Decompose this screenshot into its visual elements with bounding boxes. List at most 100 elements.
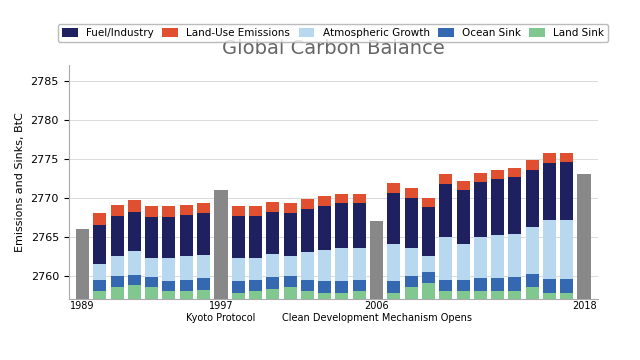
Bar: [404, 276, 418, 287]
Bar: [266, 254, 279, 277]
Bar: [318, 196, 331, 206]
Bar: [543, 163, 556, 220]
Bar: [145, 206, 158, 217]
Bar: [456, 244, 470, 280]
Bar: [93, 213, 106, 225]
Text: 1989: 1989: [70, 301, 95, 311]
Bar: [284, 203, 296, 213]
Bar: [284, 276, 296, 287]
Bar: [145, 287, 158, 299]
Bar: [232, 293, 244, 299]
Legend: Fuel/Industry, Land-Use Emissions, Atmospheric Growth, Ocean Sink, Land Sink: Fuel/Industry, Land-Use Emissions, Atmos…: [58, 24, 609, 42]
Bar: [508, 177, 522, 234]
Bar: [404, 188, 418, 198]
Bar: [508, 291, 522, 299]
Text: 1997
Kyoto Protocol: 1997 Kyoto Protocol: [186, 301, 255, 323]
Bar: [145, 258, 158, 277]
Bar: [561, 279, 573, 293]
Text: 2006
Clean Development Mechanism Opens: 2006 Clean Development Mechanism Opens: [282, 301, 472, 323]
Bar: [525, 274, 539, 287]
Bar: [439, 280, 452, 291]
Bar: [456, 190, 470, 244]
Bar: [163, 206, 175, 217]
Bar: [301, 210, 314, 252]
Bar: [404, 287, 418, 299]
Bar: [335, 293, 348, 299]
Bar: [543, 279, 556, 293]
Bar: [214, 190, 228, 299]
Bar: [439, 184, 452, 237]
Bar: [301, 291, 314, 299]
Bar: [284, 287, 296, 299]
Bar: [163, 281, 175, 291]
Bar: [180, 256, 193, 280]
Bar: [525, 287, 539, 299]
Bar: [456, 181, 470, 190]
Bar: [301, 280, 314, 291]
Bar: [197, 290, 210, 299]
Bar: [128, 252, 141, 275]
Bar: [422, 198, 435, 207]
Bar: [387, 183, 401, 193]
Bar: [111, 287, 124, 299]
Bar: [491, 278, 504, 291]
Bar: [474, 278, 487, 291]
Bar: [128, 285, 141, 299]
Bar: [387, 281, 401, 293]
Bar: [422, 272, 435, 283]
Bar: [76, 229, 90, 299]
Bar: [93, 291, 106, 299]
Bar: [543, 220, 556, 279]
Bar: [353, 194, 365, 203]
Bar: [543, 153, 556, 163]
Bar: [456, 280, 470, 291]
Bar: [232, 258, 244, 281]
Bar: [249, 291, 262, 299]
Bar: [353, 291, 365, 299]
Text: 2018: 2018: [572, 301, 596, 311]
Bar: [491, 235, 504, 278]
Bar: [335, 194, 348, 203]
Bar: [525, 160, 539, 170]
Bar: [318, 250, 331, 281]
Bar: [249, 206, 262, 216]
Bar: [128, 212, 141, 252]
Bar: [577, 174, 591, 299]
Bar: [180, 215, 193, 256]
Bar: [232, 206, 244, 216]
Bar: [561, 220, 573, 279]
Bar: [128, 275, 141, 285]
Bar: [404, 248, 418, 276]
Bar: [266, 212, 279, 254]
Bar: [335, 248, 348, 281]
Bar: [353, 280, 365, 291]
Bar: [197, 203, 210, 213]
Bar: [422, 283, 435, 299]
Bar: [232, 281, 244, 293]
Bar: [508, 277, 522, 291]
Bar: [439, 237, 452, 280]
Bar: [335, 281, 348, 293]
Bar: [318, 281, 331, 293]
Bar: [353, 203, 365, 248]
Bar: [197, 213, 210, 255]
Bar: [474, 182, 487, 238]
Bar: [266, 289, 279, 299]
Bar: [318, 293, 331, 299]
Bar: [111, 276, 124, 287]
Bar: [422, 207, 435, 256]
Bar: [491, 179, 504, 235]
Bar: [180, 291, 193, 299]
Bar: [491, 291, 504, 299]
Bar: [249, 258, 262, 280]
Bar: [266, 202, 279, 212]
Bar: [128, 200, 141, 212]
Bar: [301, 252, 314, 280]
Bar: [456, 291, 470, 299]
Bar: [111, 256, 124, 276]
Bar: [508, 234, 522, 277]
Bar: [525, 170, 539, 227]
Bar: [111, 216, 124, 256]
Bar: [474, 238, 487, 278]
Bar: [93, 264, 106, 280]
